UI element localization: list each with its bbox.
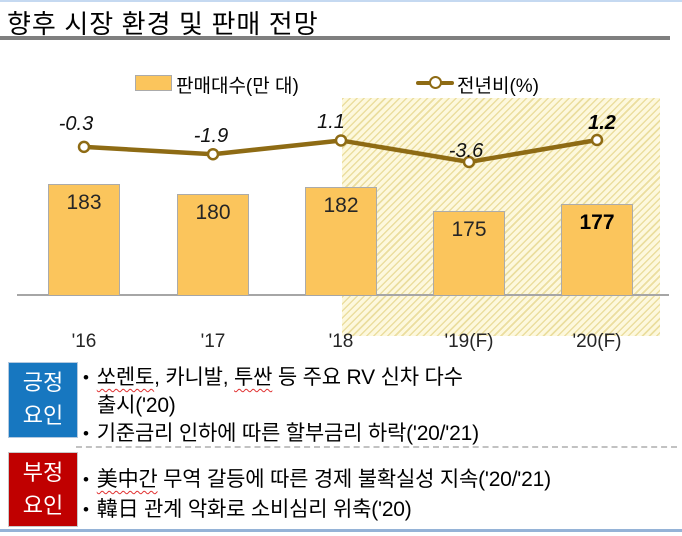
bullet-icon: • — [83, 500, 89, 519]
bar-value-label: 180 — [195, 201, 231, 225]
legend-line-label: 전년비(%) — [457, 76, 539, 97]
section-separator — [76, 446, 677, 448]
positive-factors-label-line1: 긍정 — [22, 370, 64, 395]
line-point-label: -1.9 — [193, 125, 229, 147]
positive-bullet-1-word1: 쏘렌토 — [96, 366, 155, 389]
x-axis-label: '20(F) — [572, 331, 622, 352]
negative-bullet-1: • 美中간 무역 갈등에 따른 경제 불확실성 지속('20/'21) — [83, 463, 551, 493]
negative-bullet-1-rest: 무역 갈등에 따른 경제 불확실성 지속('20/'21) — [157, 468, 551, 491]
positive-bullet-2: • 기준금리 인하에 따른 할부금리 하락('20/'21) — [83, 417, 479, 447]
bar-2020f: 177 — [561, 204, 633, 295]
legend-bar-label: 판매대수(만 대) — [176, 76, 299, 97]
positive-bullet-1-mid: , 카니발, — [154, 366, 235, 389]
line-point-label: 1.2 — [588, 112, 616, 134]
line-point-label: -3.6 — [448, 140, 484, 162]
bar-value-label: 177 — [579, 211, 615, 235]
positive-factors-label-line2: 요인 — [22, 403, 64, 428]
bar-value-label: 175 — [451, 217, 487, 241]
line-point-label: -0.3 — [58, 113, 94, 135]
bottom-border-line — [0, 529, 682, 532]
positive-bullet-1-word2: 투싼 — [234, 366, 273, 389]
x-axis-label: '16 — [71, 331, 97, 352]
negative-factors-label-line2: 요인 — [22, 493, 64, 518]
bullet-icon: • — [83, 368, 89, 387]
negative-factors-box: 부정 요인 — [8, 452, 78, 527]
legend-line-marker-icon — [429, 76, 442, 89]
x-axis-label: '18 — [328, 331, 354, 352]
bullet-icon: • — [83, 424, 89, 443]
bar-2016: 183 — [48, 184, 120, 295]
positive-bullet-1-rest: 등 주요 RV 신차 다수 — [272, 366, 463, 389]
positive-bullet-2-text: 기준금리 인하에 따른 할부금리 하락('20/'21) — [96, 422, 479, 445]
negative-bullet-2-text: 韓日 관계 악화로 소비심리 위축('20) — [96, 498, 412, 521]
x-axis-label: '17 — [200, 331, 226, 352]
bar-value-label: 183 — [66, 191, 102, 214]
title-underline — [0, 36, 670, 40]
bar-2019f: 175 — [433, 210, 505, 295]
positive-factors-box: 긍정 요인 — [8, 362, 78, 438]
bar-2017: 180 — [177, 194, 249, 295]
legend-bar-swatch — [135, 75, 172, 91]
bar-2018: 182 — [305, 187, 377, 295]
page-title: 향후 시장 환경 및 판매 전망 — [7, 10, 319, 39]
line-point-label: 1.1 — [317, 111, 345, 133]
bar-value-label: 182 — [323, 194, 359, 218]
negative-bullet-1-word1: 美中간 — [96, 468, 158, 491]
x-axis-label: '19(F) — [444, 331, 494, 352]
positive-bullet-1: • 쏘렌토, 카니발, 투싼 등 주요 RV 신차 다수 — [83, 361, 463, 391]
positive-bullet-1-continuation: 출시('20) — [97, 394, 176, 417]
negative-bullet-2: • 韓日 관계 악화로 소비심리 위축('20) — [83, 493, 412, 523]
x-axis-line — [17, 294, 669, 296]
chart-area: 판매대수(만 대) 전년비(%) 183 180 182 175 177 -0.… — [0, 44, 682, 360]
bullet-icon: • — [83, 470, 89, 489]
negative-factors-label-line1: 부정 — [22, 460, 64, 485]
top-border-line — [0, 0, 682, 2]
